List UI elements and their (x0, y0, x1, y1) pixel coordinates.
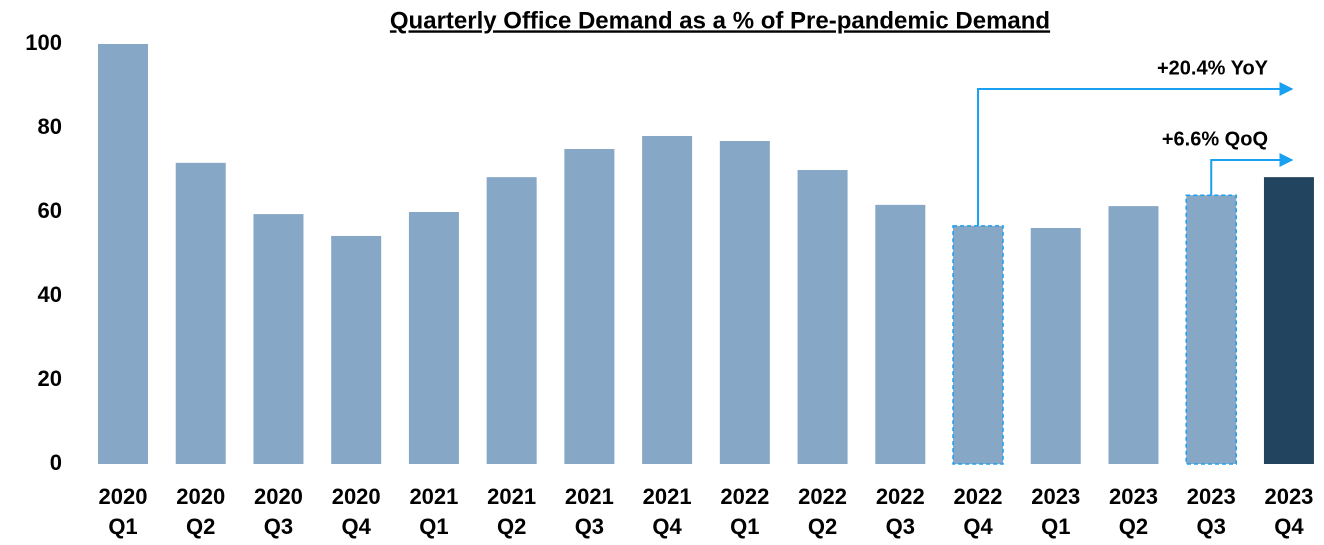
bar (253, 214, 304, 464)
bar (642, 135, 693, 465)
x-tick-label: 2021 (409, 484, 458, 509)
x-tick-label: 2020 (254, 484, 303, 509)
x-tick-label: Q4 (1274, 514, 1304, 539)
annotation-arrow (977, 82, 1294, 226)
x-tick-label: 2023 (1264, 484, 1313, 509)
x-tick-label: Q1 (730, 514, 759, 539)
annotation-label: +6.6% QoQ (1162, 128, 1268, 150)
x-tick-label: Q3 (886, 514, 915, 539)
bar (1186, 195, 1237, 464)
bar (1108, 206, 1159, 464)
bar (1263, 177, 1314, 464)
bar (564, 149, 615, 464)
x-tick-label: 2021 (565, 484, 614, 509)
bar (331, 235, 382, 464)
y-tick-label: 0 (50, 450, 62, 475)
annotation-arrow (1210, 153, 1294, 196)
bar (175, 162, 226, 465)
bar (719, 141, 770, 464)
bar (875, 204, 926, 465)
y-tick-label: 20 (38, 366, 62, 391)
bar (1030, 227, 1081, 464)
bar (98, 44, 148, 464)
x-tick-label: 2022 (954, 484, 1003, 509)
bar (486, 177, 537, 464)
x-tick-label: Q3 (575, 514, 604, 539)
bar (408, 212, 459, 464)
y-tick-label: 100 (25, 30, 62, 55)
x-tick-label: Q4 (342, 514, 372, 539)
x-tick-label: Q3 (264, 514, 293, 539)
x-tick-label: 2020 (176, 484, 225, 509)
y-tick-label: 60 (38, 198, 62, 223)
x-tick-label: Q1 (419, 514, 448, 539)
x-tick-label: Q4 (652, 514, 682, 539)
x-tick-label: Q2 (497, 514, 526, 539)
x-tick-label: 2022 (720, 484, 769, 509)
x-tick-label: 2022 (876, 484, 925, 509)
y-tick-label: 40 (38, 282, 62, 307)
x-tick-label: Q4 (963, 514, 993, 539)
x-tick-label: Q2 (808, 514, 837, 539)
annotation-label: +20.4% YoY (1157, 57, 1269, 79)
x-tick-label: Q2 (186, 514, 215, 539)
x-tick-label: 2023 (1109, 484, 1158, 509)
x-tick-label: 2021 (643, 484, 692, 509)
x-tick-label: 2022 (798, 484, 847, 509)
x-tick-label: Q3 (1197, 514, 1226, 539)
bar (953, 225, 1004, 464)
x-tick-label: Q1 (108, 514, 137, 539)
x-tick-label: 2023 (1031, 484, 1080, 509)
x-tick-label: 2020 (332, 484, 381, 509)
x-tick-label: 2020 (99, 484, 148, 509)
x-tick-label: 2021 (487, 484, 536, 509)
x-tick-label: Q2 (1119, 514, 1148, 539)
bar (797, 170, 848, 464)
chart-title: Quarterly Office Demand as a % of Pre-pa… (390, 7, 1050, 34)
x-tick-label: 2023 (1187, 484, 1236, 509)
x-tick-label: Q1 (1041, 514, 1070, 539)
y-tick-label: 80 (38, 114, 62, 139)
